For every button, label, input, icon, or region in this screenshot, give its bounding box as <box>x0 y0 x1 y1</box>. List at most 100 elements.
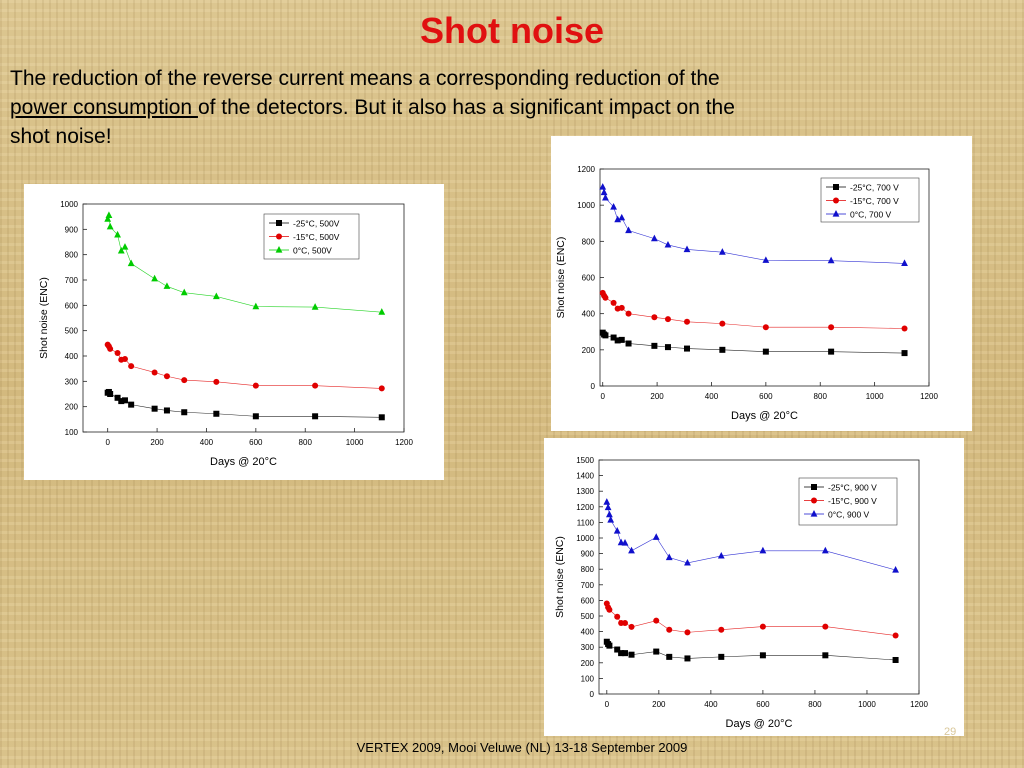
data-point <box>181 409 188 416</box>
data-point <box>762 256 770 263</box>
x-axis-label: Days @ 20°C <box>210 456 277 468</box>
y-tick-label: 1400 <box>576 472 594 481</box>
data-point <box>719 320 726 327</box>
y-tick-label: 200 <box>582 346 596 355</box>
data-point <box>614 337 621 344</box>
x-tick-label: 0 <box>600 392 605 401</box>
chart-900v: 0 200 400 600 800 1000 1200 0 100 200 300 400 500 600… <box>554 456 928 730</box>
x-tick-label: 1200 <box>920 392 938 401</box>
data-point <box>684 318 691 325</box>
data-point <box>213 410 220 417</box>
data-point <box>664 344 671 351</box>
data-point <box>151 274 159 282</box>
series-group <box>599 289 908 332</box>
data-point <box>378 308 386 315</box>
data-point <box>822 623 829 630</box>
series-group <box>104 211 386 315</box>
data-point <box>717 551 725 559</box>
data-point <box>625 226 632 234</box>
series-line <box>107 391 382 418</box>
x-tick-label: 200 <box>652 700 666 709</box>
series-group <box>104 388 385 421</box>
y-tick-label: 500 <box>581 612 595 621</box>
chart-panel-700v: 0 200 400 600 800 1000 1200 0 200 400 600 800 1000 12… <box>551 136 972 431</box>
y-tick-label: 1100 <box>577 518 595 527</box>
data-point <box>121 397 128 404</box>
y-tick-label: 1000 <box>60 200 78 209</box>
data-point <box>118 398 125 405</box>
data-point <box>684 558 691 566</box>
data-point <box>621 538 629 546</box>
y-tick-label: 900 <box>65 225 79 234</box>
data-point <box>618 650 625 657</box>
data-point <box>599 183 607 190</box>
data-point <box>114 394 121 401</box>
data-point <box>628 546 635 554</box>
data-point <box>604 503 612 511</box>
x-tick-label: 1000 <box>866 392 884 401</box>
data-point <box>652 533 660 540</box>
data-point <box>618 213 626 221</box>
x-tick-label: 800 <box>814 392 828 401</box>
y-tick-label: 1000 <box>576 534 594 543</box>
data-point <box>252 382 259 389</box>
page-number: 29 <box>944 726 957 738</box>
series-line <box>107 344 382 389</box>
chart-500v: 0 200 400 600 800 1000 1200 100 200 300 400 500 600 7… <box>38 200 413 468</box>
intro-paragraph: The reduction of the reverse current mea… <box>10 64 770 151</box>
data-point <box>718 653 725 660</box>
x-tick-label: 600 <box>756 700 770 709</box>
data-point <box>121 356 128 363</box>
y-tick-label: 1200 <box>577 165 595 174</box>
series-group <box>104 341 385 392</box>
data-point <box>128 401 135 408</box>
y-tick-label: 400 <box>65 352 79 361</box>
data-point <box>892 565 899 573</box>
x-tick-label: 400 <box>704 700 718 709</box>
series-line <box>606 603 896 636</box>
data-point <box>653 648 660 655</box>
data-point <box>827 256 835 264</box>
data-point <box>121 243 129 250</box>
data-point <box>151 405 158 412</box>
data-point <box>114 230 121 238</box>
x-tick-label: 400 <box>705 392 719 401</box>
data-point <box>683 245 691 253</box>
data-point <box>762 348 769 355</box>
x-tick-label: 600 <box>249 438 263 447</box>
y-tick-label: 1000 <box>577 201 595 210</box>
data-point <box>684 345 691 352</box>
plot-frame <box>82 203 405 433</box>
x-tick-label: 1200 <box>395 438 413 447</box>
data-point <box>618 336 625 343</box>
data-point <box>664 316 671 323</box>
legend-label: -15°C, 700 V <box>850 196 899 206</box>
y-tick-label: 100 <box>65 428 79 437</box>
power-consumption-link[interactable]: power consumption <box>10 96 198 119</box>
y-tick-label: 600 <box>65 301 79 310</box>
y-tick-label: 300 <box>65 377 79 386</box>
series-group <box>599 183 908 266</box>
data-point <box>651 314 658 321</box>
legend-label: -15°C, 500V <box>293 232 340 242</box>
data-point <box>666 626 673 633</box>
data-point <box>311 303 319 310</box>
plot-frame <box>598 459 920 695</box>
data-point <box>618 304 625 311</box>
series-line <box>602 292 905 329</box>
data-point <box>622 650 629 657</box>
data-point <box>625 310 632 317</box>
data-point <box>127 259 135 267</box>
y-axis-label: Shot noise (ENC) <box>555 237 567 319</box>
y-axis-label: Shot noise (ENC) <box>38 277 50 359</box>
data-point <box>759 652 766 659</box>
data-point <box>163 282 171 289</box>
data-point <box>602 294 609 301</box>
data-point <box>252 302 260 310</box>
data-point <box>606 606 613 613</box>
data-point <box>719 346 726 353</box>
data-point <box>105 211 113 218</box>
series-line <box>602 332 905 354</box>
y-tick-label: 400 <box>581 628 595 637</box>
data-point <box>718 248 726 255</box>
